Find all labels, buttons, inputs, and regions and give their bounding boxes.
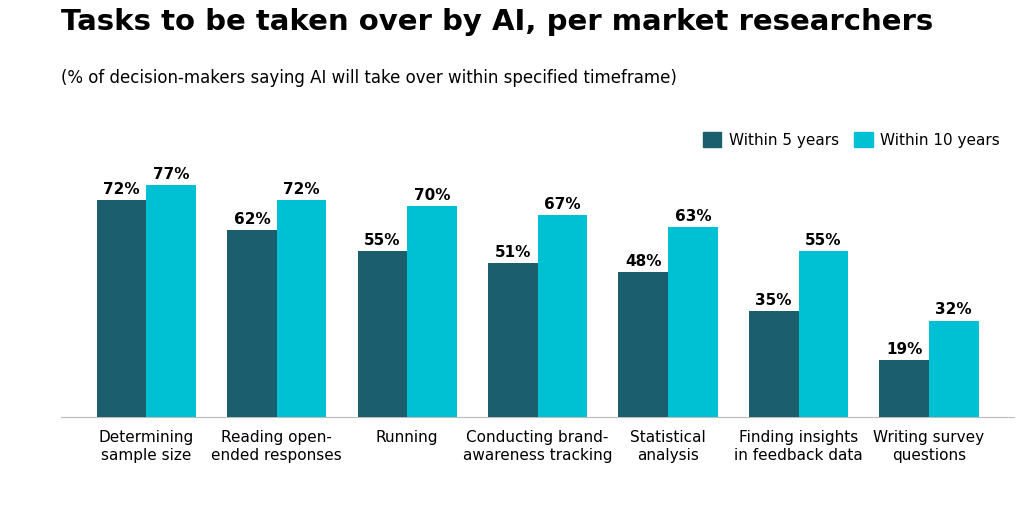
Text: 51%: 51% xyxy=(495,245,531,261)
Bar xyxy=(668,228,718,417)
Text: 55%: 55% xyxy=(805,234,842,248)
Bar xyxy=(227,231,276,417)
Bar xyxy=(618,272,668,417)
Text: 35%: 35% xyxy=(756,294,792,308)
Bar xyxy=(96,201,146,417)
Text: 63%: 63% xyxy=(675,209,711,225)
Bar xyxy=(749,311,799,417)
Bar xyxy=(357,251,408,417)
Text: 72%: 72% xyxy=(284,182,319,198)
Bar xyxy=(880,360,929,417)
Bar xyxy=(408,206,457,417)
Text: 67%: 67% xyxy=(544,198,581,212)
Bar xyxy=(488,264,538,417)
Text: Tasks to be taken over by AI, per market researchers: Tasks to be taken over by AI, per market… xyxy=(61,8,934,36)
Text: 19%: 19% xyxy=(886,341,923,357)
Text: 77%: 77% xyxy=(153,168,189,182)
Text: (% of decision-makers saying AI will take over within specified timeframe): (% of decision-makers saying AI will tak… xyxy=(61,69,677,86)
Text: 62%: 62% xyxy=(233,212,270,228)
Text: 55%: 55% xyxy=(365,234,400,248)
Bar xyxy=(538,215,587,417)
Text: 72%: 72% xyxy=(103,182,139,198)
Bar xyxy=(276,201,327,417)
Bar xyxy=(799,251,848,417)
Text: 70%: 70% xyxy=(414,188,451,203)
Bar xyxy=(146,185,196,417)
Text: 32%: 32% xyxy=(936,302,972,318)
Bar xyxy=(929,321,979,417)
Legend: Within 5 years, Within 10 years: Within 5 years, Within 10 years xyxy=(696,125,1007,154)
Text: 48%: 48% xyxy=(625,255,662,269)
